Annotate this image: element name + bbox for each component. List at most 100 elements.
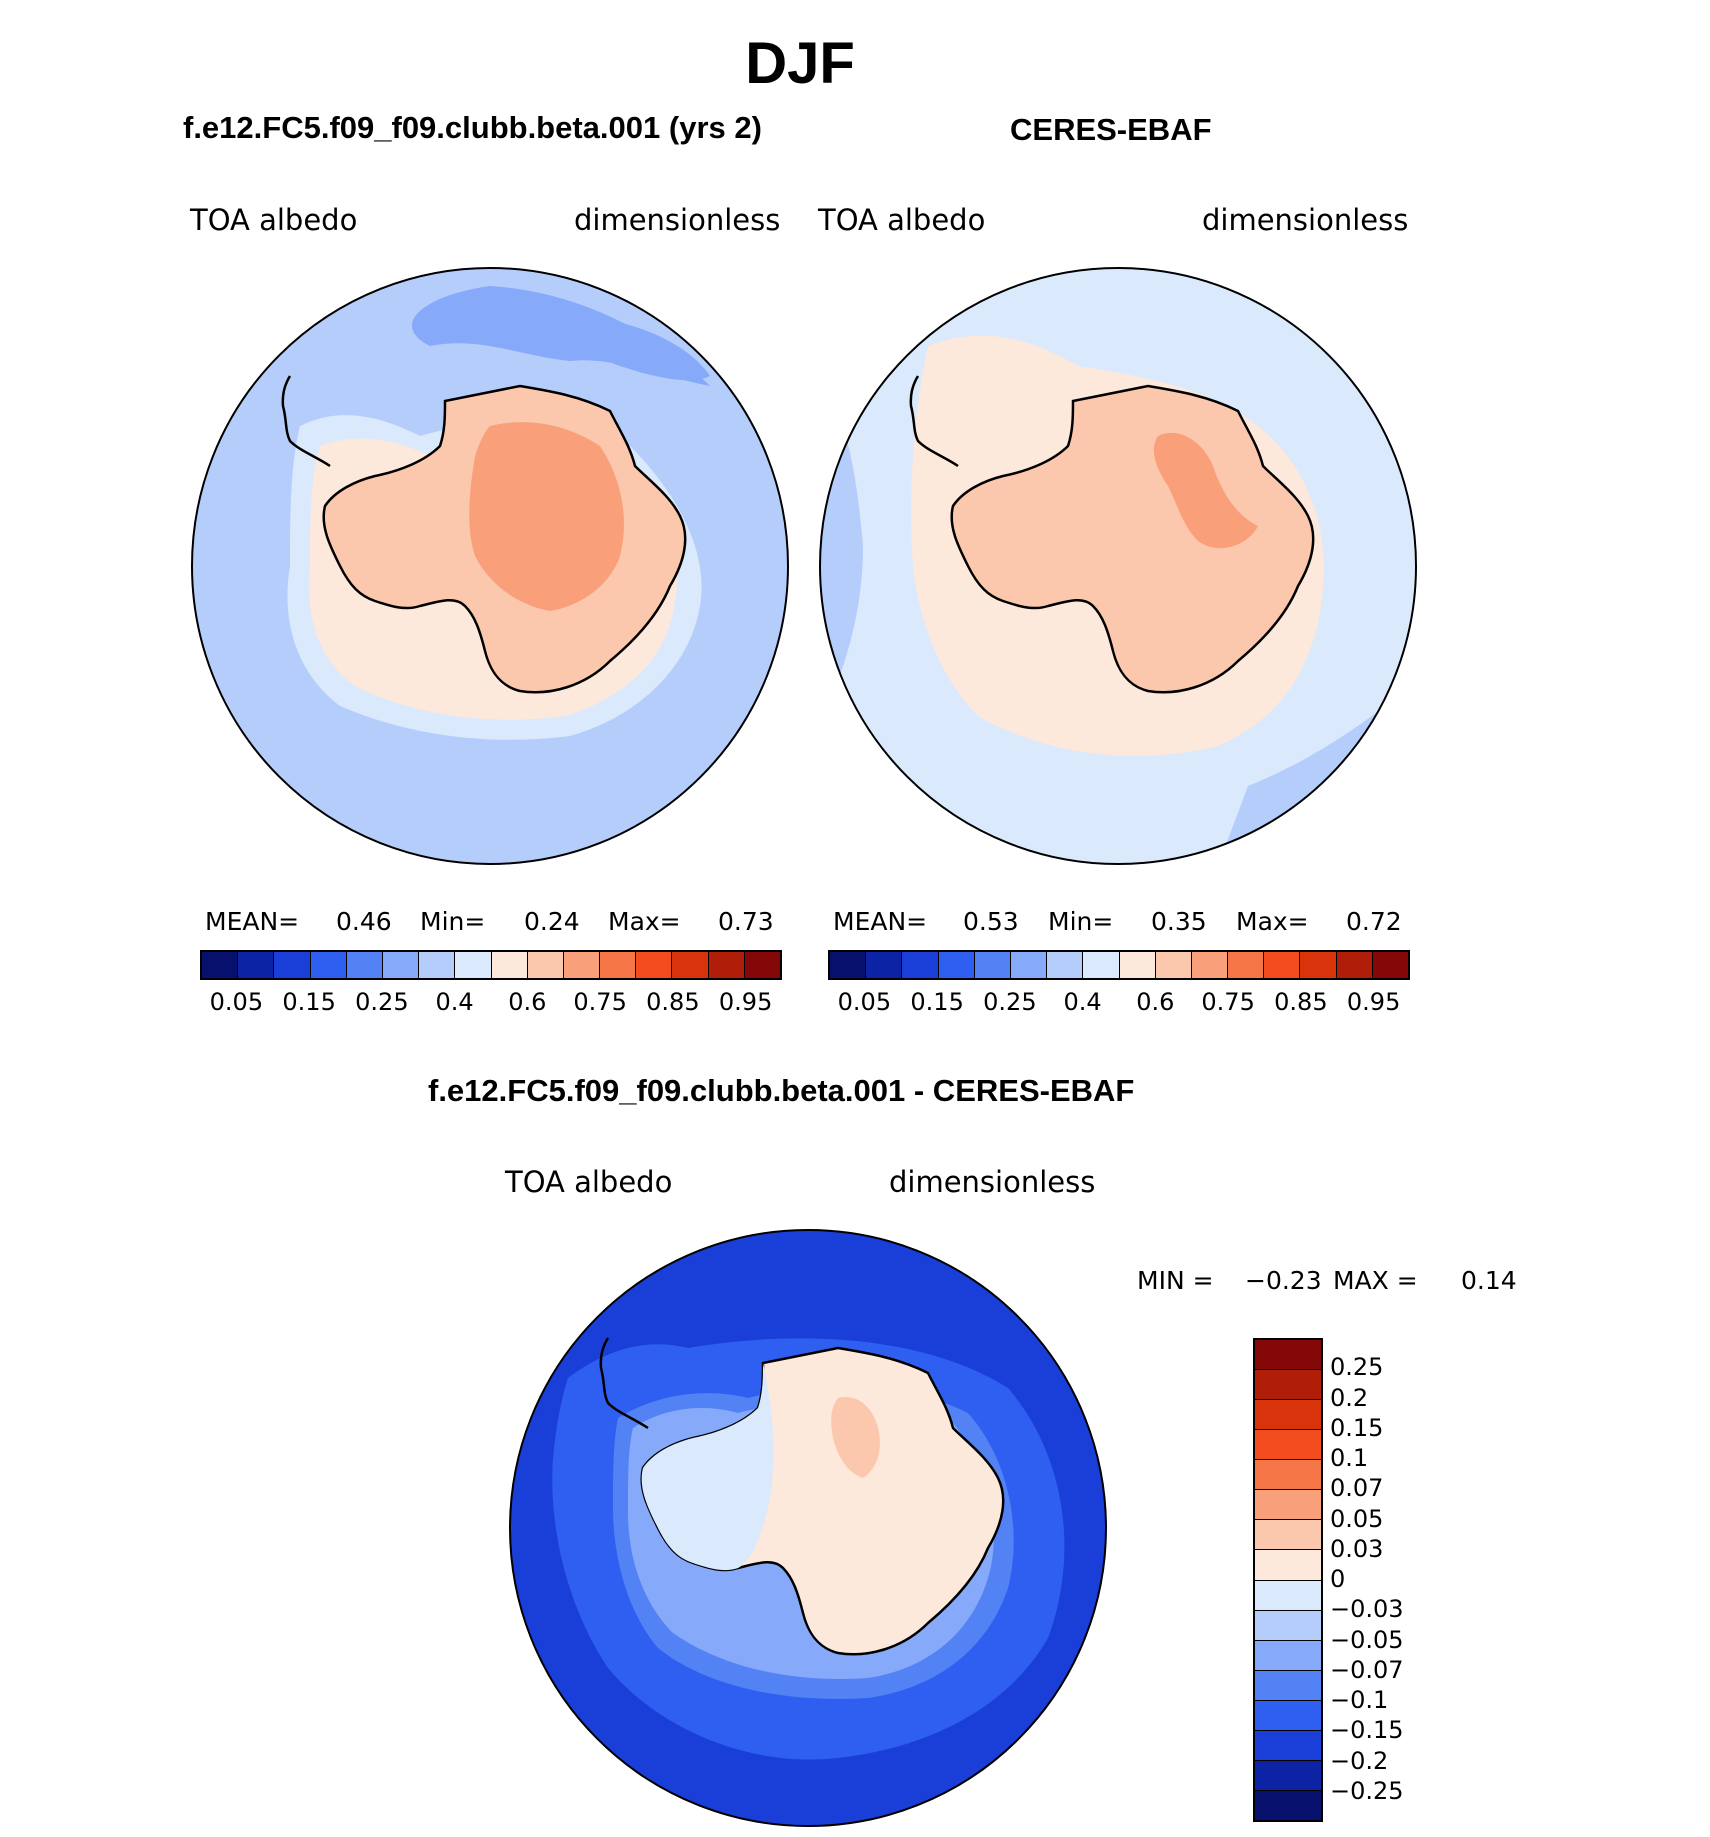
model-colorbar-bin [636, 952, 673, 978]
obs-mean-label: MEAN= [833, 907, 928, 936]
diff-colorbar-bin [1255, 1490, 1321, 1521]
obs-colorbar-tick-label: 0.75 [1201, 988, 1255, 1016]
model-panel-title: f.e12.FC5.f09_f09.clubb.beta.001 (yrs 2) [183, 110, 762, 145]
obs-min-value: 0.35 [1151, 907, 1207, 936]
diff-colorbar-bin [1255, 1400, 1321, 1431]
figure-title: DJF [745, 31, 855, 96]
model-colorbar-tick-label: 0.6 [508, 988, 547, 1016]
diff-positive-anomaly [831, 1397, 880, 1478]
model-units-label: dimensionless [574, 203, 781, 237]
model-mean-value: 0.46 [336, 907, 392, 936]
model-colorbar-bin [419, 952, 456, 978]
obs-colorbar-bin [1155, 952, 1192, 978]
model-colorbar [200, 950, 782, 980]
obs-colorbar-tick-label: 0.6 [1136, 988, 1175, 1016]
obs-colorbar-bin [974, 952, 1011, 978]
model-colorbar-bin [491, 952, 528, 978]
diff-colorbar-tick-label: 0 [1330, 1565, 1346, 1593]
model-map-border [191, 267, 789, 865]
obs-colorbar-bin [1228, 952, 1265, 978]
diff-colorbar-tick-label: −0.03 [1330, 1595, 1404, 1624]
diff-colorbar [1253, 1338, 1323, 1822]
model-max-value: 0.73 [718, 907, 774, 936]
diff-colorbar-bin [1255, 1760, 1321, 1791]
diff-panel-title: f.e12.FC5.f09_f09.clubb.beta.001 - CERES… [428, 1073, 1135, 1108]
model-colorbar-bin [455, 952, 492, 978]
diff-colorbar-tick-label: 0.03 [1330, 1534, 1384, 1563]
diff-colorbar-tick-label: 0.25 [1330, 1353, 1384, 1382]
obs-colorbar-bin [1336, 952, 1373, 978]
diff-west-antarctica-negative [641, 1363, 774, 1571]
obs-colorbar-tick-label: 0.85 [1274, 988, 1328, 1016]
model-colorbar-tick-label: 0.05 [209, 988, 264, 1016]
obs-variable-label: TOA albedo [818, 203, 986, 237]
diff-colorbar-tick-label: 0.07 [1330, 1474, 1384, 1503]
obs-max-label: Max= [1236, 907, 1309, 936]
model-colorbar-bin [563, 952, 601, 978]
obs-max-value: 0.72 [1346, 907, 1402, 936]
diff-min-value: −0.23 [1245, 1266, 1322, 1295]
diff-colorbar-bin [1255, 1700, 1321, 1731]
diff-colorbar-bin [1255, 1370, 1321, 1401]
obs-colorbar-tick-label: 0.05 [837, 988, 892, 1016]
model-colorbar-tick-label: 0.85 [646, 988, 700, 1016]
obs-colorbar-bin [938, 952, 975, 978]
obs-colorbar-bin [1372, 952, 1408, 978]
obs-high-albedo-ridge [1153, 432, 1258, 549]
diff-colorbar-bin [1255, 1610, 1321, 1641]
diff-colorbar-tick-label: 0.15 [1330, 1413, 1384, 1442]
model-colorbar-bin [382, 952, 420, 978]
obs-colorbar-bin [1191, 952, 1229, 978]
model-min-value: 0.24 [524, 907, 580, 936]
model-mean-label: MEAN= [205, 907, 300, 936]
diff-colorbar-bin [1255, 1580, 1321, 1611]
diff-units-label: dimensionless [889, 1165, 1096, 1199]
model-peninsula-outline [281, 375, 331, 468]
model-variable-label: TOA albedo [190, 203, 358, 237]
obs-colorbar-bin [1010, 952, 1048, 978]
model-high-albedo-plateau [469, 422, 624, 611]
model-colorbar-bin [202, 952, 239, 978]
obs-min-label: Min= [1048, 907, 1114, 936]
obs-colorbar-tick-label: 0.4 [1063, 988, 1102, 1016]
diff-min-label: MIN = [1137, 1266, 1214, 1295]
obs-colorbar-bin [902, 952, 939, 978]
model-colorbar-tick-label: 0.15 [282, 988, 336, 1016]
diff-colorbar-bin [1255, 1640, 1321, 1671]
obs-colorbar [828, 950, 1410, 980]
diff-colorbar-bin [1255, 1340, 1321, 1371]
model-colorbar-bin [672, 952, 709, 978]
obs-map-border [819, 267, 1417, 865]
diff-colorbar-tick-label: 0.05 [1330, 1504, 1384, 1533]
model-polar-map [191, 267, 789, 865]
diff-colorbar-tick-label: 0.1 [1330, 1444, 1369, 1472]
obs-colorbar-bin [1083, 952, 1120, 978]
diff-map-border [509, 1229, 1107, 1827]
diff-colorbar-tick-label: −0.15 [1330, 1716, 1404, 1745]
model-colorbar-bin [527, 952, 564, 978]
obs-units-label: dimensionless [1202, 203, 1409, 237]
obs-colorbar-tick-label: 0.15 [910, 988, 964, 1016]
diff-colorbar-bin [1255, 1520, 1321, 1551]
diff-colorbar-bin [1255, 1550, 1321, 1581]
obs-antarctica-landmass [950, 384, 1315, 694]
obs-colorbar-bin [1300, 952, 1337, 978]
obs-polar-map [819, 267, 1417, 865]
model-colorbar-bin [274, 952, 311, 978]
diff-colorbar-tick-label: −0.07 [1330, 1655, 1404, 1684]
obs-colorbar-bin [866, 952, 903, 978]
diff-colorbar-bin [1255, 1670, 1321, 1701]
diff-colorbar-tick-label: −0.25 [1330, 1776, 1404, 1805]
obs-colorbar-bin [1264, 952, 1301, 978]
model-colorbar-bin [310, 952, 347, 978]
obs-colorbar-bin [1119, 952, 1156, 978]
model-colorbar-bin [744, 952, 780, 978]
diff-colorbar-bin [1255, 1730, 1321, 1761]
diff-colorbar-bin [1255, 1460, 1321, 1491]
obs-panel-title: CERES-EBAF [1010, 112, 1212, 147]
obs-peninsula-outline [909, 375, 959, 468]
diff-colorbar-tick-label: −0.1 [1330, 1686, 1389, 1714]
model-colorbar-tick-label: 0.75 [573, 988, 627, 1016]
diff-variable-label: TOA albedo [505, 1165, 673, 1199]
model-colorbar-bin [600, 952, 637, 978]
